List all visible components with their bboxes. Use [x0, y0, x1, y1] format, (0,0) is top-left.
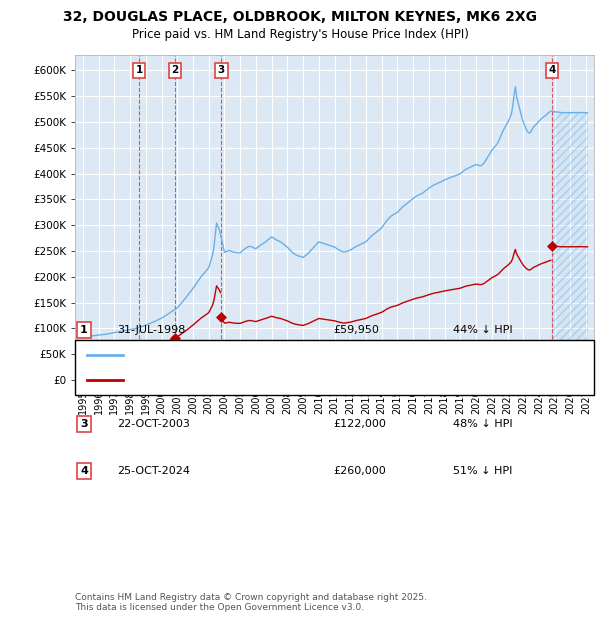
Text: 2: 2	[80, 372, 88, 382]
Text: 4: 4	[80, 466, 88, 476]
Text: 46% ↓ HPI: 46% ↓ HPI	[453, 372, 512, 382]
Text: 1: 1	[80, 325, 88, 335]
Text: 32, DOUGLAS PLACE, OLDBROOK, MILTON KEYNES, MK6 2XG: 32, DOUGLAS PLACE, OLDBROOK, MILTON KEYN…	[63, 10, 537, 24]
Text: £82,000: £82,000	[333, 372, 379, 382]
Text: Contains HM Land Registry data © Crown copyright and database right 2025.
This d: Contains HM Land Registry data © Crown c…	[75, 593, 427, 612]
Text: Price paid vs. HM Land Registry's House Price Index (HPI): Price paid vs. HM Land Registry's House …	[131, 28, 469, 41]
Text: 3: 3	[80, 419, 88, 429]
Text: 2: 2	[172, 66, 179, 76]
Text: 48% ↓ HPI: 48% ↓ HPI	[453, 419, 512, 429]
Text: 51% ↓ HPI: 51% ↓ HPI	[453, 466, 512, 476]
Text: £122,000: £122,000	[333, 419, 386, 429]
Text: £260,000: £260,000	[333, 466, 386, 476]
Text: 25-OCT-2024: 25-OCT-2024	[117, 466, 190, 476]
Text: 32, DOUGLAS PLACE, OLDBROOK, MILTON KEYNES, MK6 2XG (detached house): 32, DOUGLAS PLACE, OLDBROOK, MILTON KEYN…	[129, 374, 516, 384]
Text: 22-OCT-2003: 22-OCT-2003	[117, 419, 190, 429]
Text: 10-NOV-2000: 10-NOV-2000	[117, 372, 191, 382]
Text: 44% ↓ HPI: 44% ↓ HPI	[453, 325, 512, 335]
Text: 3: 3	[218, 66, 225, 76]
Text: HPI: Average price, detached house, Milton Keynes: HPI: Average price, detached house, Milt…	[129, 350, 378, 360]
Text: £59,950: £59,950	[333, 325, 379, 335]
Text: 1: 1	[136, 66, 143, 76]
Text: 4: 4	[548, 66, 556, 76]
Text: 31-JUL-1998: 31-JUL-1998	[117, 325, 185, 335]
